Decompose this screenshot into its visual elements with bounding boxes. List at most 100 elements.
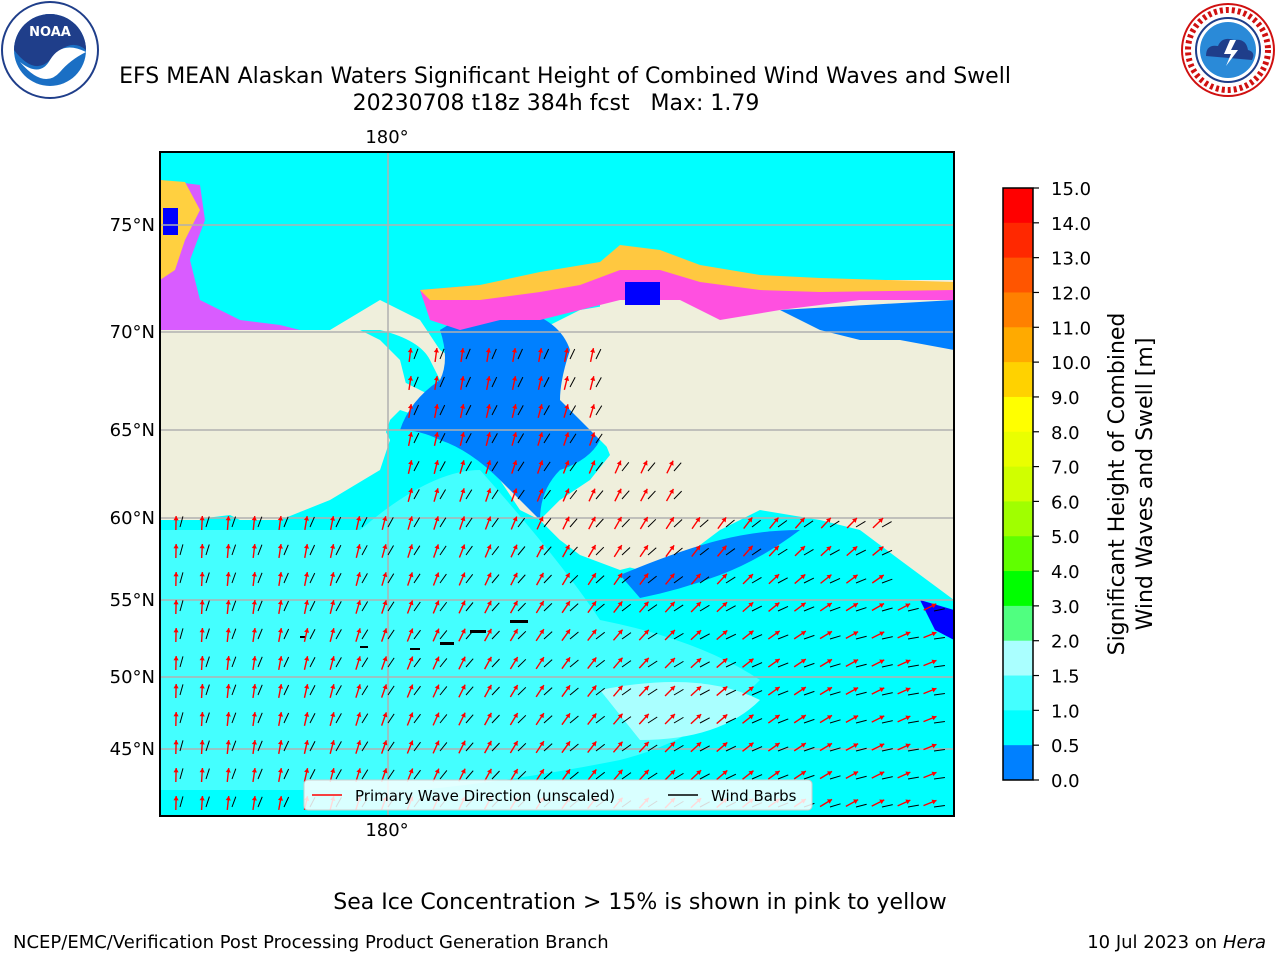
colorbar-cell bbox=[1003, 466, 1033, 502]
wind-barb bbox=[465, 658, 474, 668]
colorbar-tick-label: 4.0 bbox=[1051, 562, 1080, 583]
wind-barb bbox=[387, 713, 395, 724]
wind-barb bbox=[803, 662, 815, 668]
wave-arrow-head bbox=[853, 687, 859, 692]
wind-barb bbox=[361, 685, 369, 696]
wave-arrow-head bbox=[905, 771, 911, 777]
wind-barb bbox=[673, 772, 684, 780]
wave-arrow-head bbox=[408, 768, 414, 774]
wave-arrow-head bbox=[617, 685, 623, 691]
wave-arrow-head bbox=[356, 600, 362, 606]
wind-barb bbox=[413, 432, 420, 444]
wind-barb bbox=[387, 629, 395, 640]
wave-arrow-head bbox=[512, 488, 518, 494]
wave-arrow-head bbox=[853, 771, 859, 776]
wave-arrow-head bbox=[748, 574, 753, 579]
wind-barb bbox=[361, 601, 369, 612]
legend-wind-label: Wind Barbs bbox=[711, 787, 797, 805]
wave-arrow-head bbox=[225, 544, 231, 549]
wave-arrow-head bbox=[852, 518, 857, 523]
wind-barb bbox=[335, 713, 342, 724]
wind-barb bbox=[829, 549, 840, 556]
wind-barb bbox=[413, 769, 421, 780]
wind-barb bbox=[413, 348, 419, 360]
wave-arrow-head bbox=[460, 516, 466, 522]
wind-barb bbox=[569, 546, 578, 556]
wind-barb bbox=[621, 547, 631, 556]
wave-arrow-head bbox=[434, 572, 440, 578]
wind-barb bbox=[621, 575, 631, 584]
wind-barb bbox=[413, 685, 421, 696]
wind-barb bbox=[465, 714, 474, 724]
wave-arrow-head bbox=[251, 684, 257, 689]
colorbar-cell bbox=[1003, 605, 1033, 642]
wind-barb bbox=[595, 575, 605, 584]
wave-arrow-head bbox=[434, 768, 440, 774]
legend-box bbox=[303, 779, 813, 811]
wave-arrow-head bbox=[434, 544, 440, 550]
wind-barb bbox=[725, 605, 736, 612]
colorbar-cell bbox=[1003, 362, 1033, 398]
wave-arrow-head bbox=[800, 574, 806, 580]
wind-barb bbox=[569, 771, 579, 780]
wind-barb bbox=[933, 665, 945, 668]
wind-barb bbox=[439, 432, 446, 444]
wind-barb bbox=[621, 688, 632, 696]
wave-arrow-head bbox=[905, 799, 911, 805]
wind-barb bbox=[361, 769, 369, 780]
wind-barb bbox=[517, 770, 527, 780]
wind-barb bbox=[829, 775, 841, 780]
colorbar-tick-label: 15.0 bbox=[1051, 179, 1091, 200]
wave-arrow-head bbox=[408, 544, 414, 550]
wind-barb bbox=[335, 601, 342, 612]
wind-barb bbox=[595, 659, 606, 668]
wind-barb bbox=[283, 544, 289, 556]
wave-arrow-head bbox=[512, 432, 518, 438]
wind-barb bbox=[413, 657, 421, 668]
wave-arrow-head bbox=[486, 572, 492, 578]
footer-date: 10 Jul 2023 on Hera bbox=[1087, 932, 1266, 953]
wind-barb bbox=[569, 631, 579, 640]
wind-barb bbox=[855, 663, 867, 668]
wind-barb bbox=[179, 796, 184, 808]
colorbar-frame bbox=[1002, 187, 1034, 781]
wind-barb bbox=[595, 546, 605, 556]
wave-arrow-head bbox=[695, 573, 701, 579]
wind-barb bbox=[205, 684, 210, 696]
wind-barb bbox=[543, 518, 552, 528]
wave-arrow-head bbox=[826, 771, 832, 776]
wave-arrow-head bbox=[538, 488, 544, 494]
colorbar-tick-label: 1.5 bbox=[1051, 667, 1080, 688]
wave-arrow-head bbox=[695, 517, 700, 523]
wind-barb bbox=[881, 636, 893, 640]
wind-barb bbox=[725, 633, 737, 640]
wave-arrow-head bbox=[538, 516, 544, 522]
wind-barb bbox=[543, 489, 551, 500]
coastal-band-0-0p5 bbox=[920, 600, 954, 640]
wind-barb bbox=[751, 774, 763, 780]
wave-arrow-head bbox=[591, 685, 597, 691]
wind-barb bbox=[569, 433, 577, 444]
wave-arrow-head bbox=[826, 743, 832, 748]
wave-arrow-head bbox=[774, 658, 780, 664]
wind-barb bbox=[855, 691, 867, 696]
wave-arrow-head bbox=[512, 516, 518, 522]
wind-barb bbox=[881, 521, 892, 528]
wave-arrow-head bbox=[356, 572, 362, 578]
wind-barb bbox=[387, 573, 395, 584]
wind-barb bbox=[855, 747, 867, 752]
wave-arrow-head bbox=[722, 686, 728, 692]
wind-barb bbox=[361, 629, 369, 640]
wind-barb bbox=[257, 544, 263, 556]
wind-barb bbox=[283, 516, 289, 528]
wind-barb bbox=[439, 601, 448, 612]
wind-barb bbox=[699, 661, 710, 668]
wind-barb bbox=[751, 548, 762, 556]
wave-arrow-head bbox=[173, 712, 179, 717]
wind-barb bbox=[309, 712, 316, 724]
wave-arrow-head bbox=[199, 656, 205, 661]
wind-barb bbox=[335, 685, 342, 696]
wave-arrow-head bbox=[356, 768, 362, 774]
wave-arrow-head bbox=[800, 546, 805, 551]
wind-barb bbox=[205, 740, 210, 752]
